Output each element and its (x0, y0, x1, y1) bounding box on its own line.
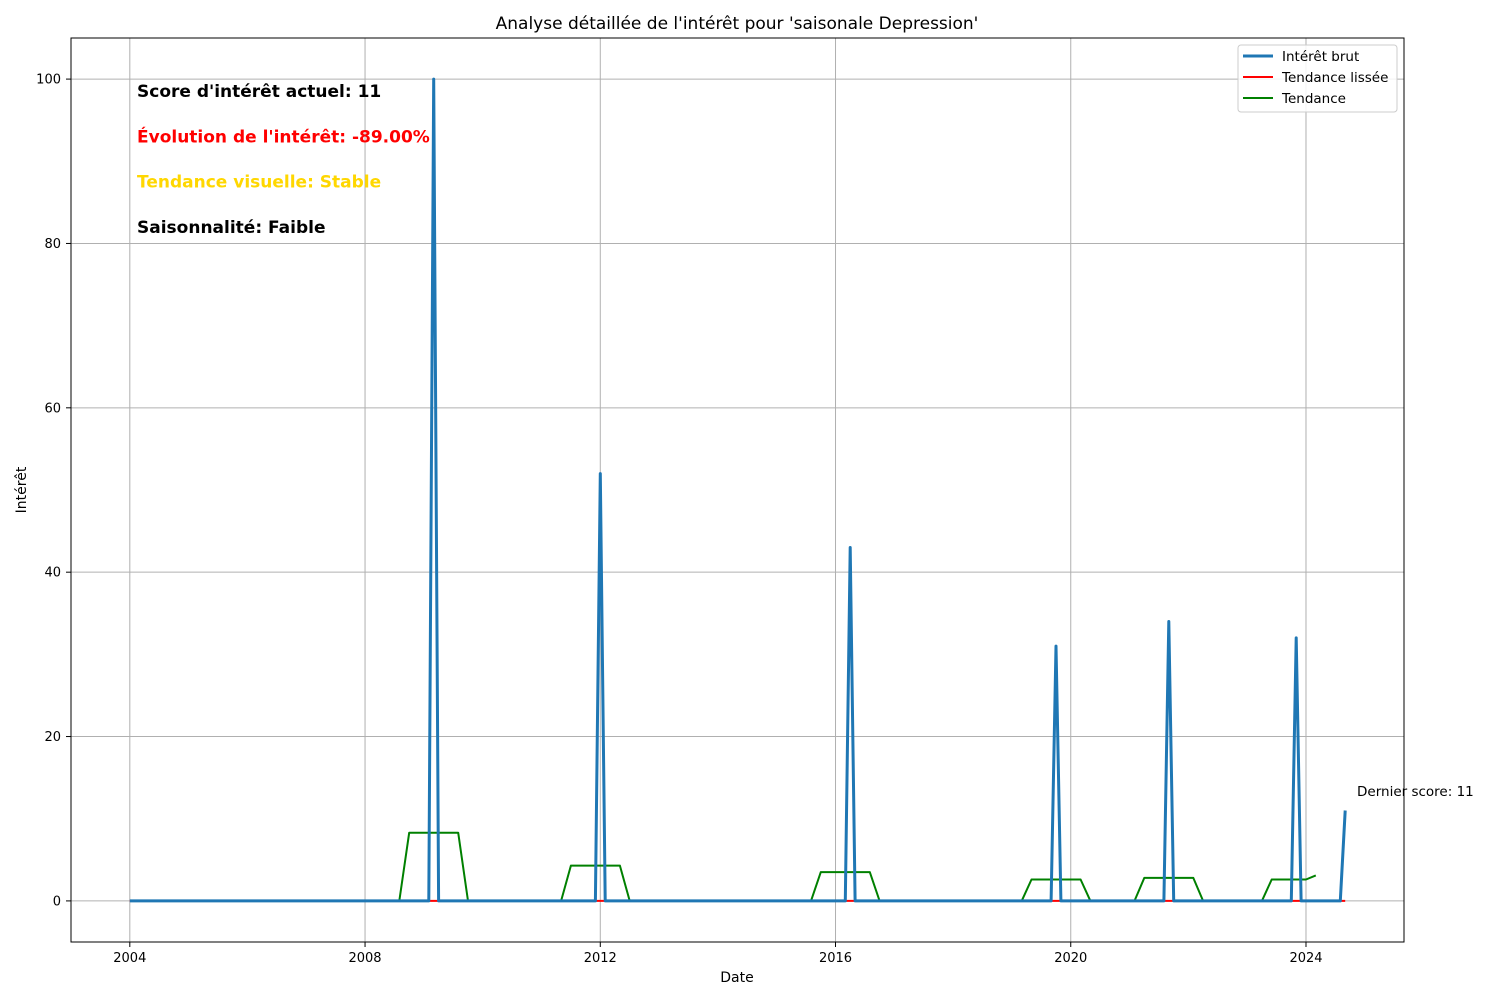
legend-box (1237, 44, 1398, 113)
info-text-block: Score d'intérêt actuel: 11 Évolution de l… (137, 82, 430, 238)
y-tick-label: 60 (44, 401, 61, 416)
series-layer (129, 77, 1347, 903)
x-tick-label: 2012 (584, 951, 617, 966)
y-tick-label: 100 (36, 73, 61, 88)
legend-label: Tendance (1281, 91, 1346, 107)
y-axis-title: Intérêt (14, 466, 30, 513)
series-line-tendance (154, 831, 1317, 902)
series-line-interet-brut (129, 77, 1347, 903)
tick-layer: 2004 2008 2012 2016 2020 2024 0 20 40 60 80 100 (36, 73, 1322, 966)
y-tick-label: 20 (44, 730, 61, 745)
x-tick-label: 2020 (1054, 951, 1087, 966)
x-tick-label: 2008 (348, 951, 381, 966)
last-score-annotation: Dernier score: 11 (1357, 784, 1474, 800)
y-tick-label: 40 (44, 566, 61, 581)
plot-frame (70, 37, 1405, 943)
legend-label: Tendance lissée (1281, 70, 1388, 86)
y-tick-label: 80 (44, 237, 61, 252)
current-score-text: Score d'intérêt actuel: 11 (137, 82, 381, 102)
interest-evolution-text: Évolution de l'intérêt: -89.00% (137, 125, 430, 147)
seasonality-text: Saisonnalité: Faible (137, 218, 326, 238)
x-tick-label: 2024 (1289, 951, 1322, 966)
legend: Intérêt brut Tendance lissée Tendance (1237, 44, 1398, 113)
x-tick-label: 2004 (113, 951, 146, 966)
x-tick-label: 2016 (819, 951, 852, 966)
visual-trend-text: Tendance visuelle: Stable (137, 173, 381, 193)
chart-title: Analyse détaillée de l'intérêt pour 'sai… (496, 14, 979, 34)
legend-label: Intérêt brut (1282, 49, 1359, 65)
x-axis-title: Date (720, 970, 753, 986)
y-tick-label: 0 (53, 894, 61, 909)
